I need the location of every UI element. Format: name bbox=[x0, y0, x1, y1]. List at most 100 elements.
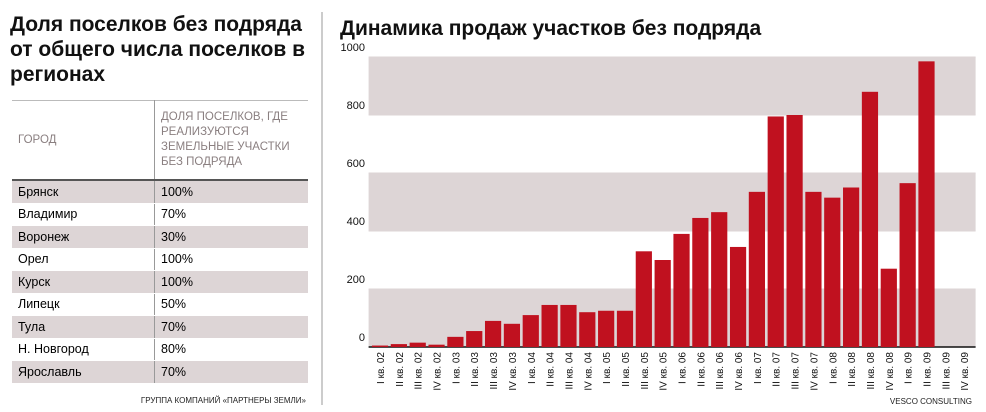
table-cell: 80% bbox=[154, 338, 308, 361]
bar bbox=[786, 115, 803, 347]
bar bbox=[390, 344, 407, 347]
table-cell: Брянск bbox=[12, 180, 155, 204]
x-tick-label: I кв. 06 bbox=[678, 352, 689, 384]
bar bbox=[616, 310, 634, 347]
x-tick-label: IV кв. 07 bbox=[809, 352, 820, 391]
x-tick-label: I кв. 07 bbox=[753, 352, 764, 384]
table-cell: 100% bbox=[154, 180, 308, 204]
bar bbox=[654, 260, 671, 347]
x-tick-label: II кв. 08 bbox=[847, 352, 858, 387]
x-tick-label: III кв. 07 bbox=[791, 352, 802, 390]
grid-band bbox=[368, 57, 976, 115]
table-cell: Курск bbox=[12, 270, 155, 294]
table-cell: 70% bbox=[154, 360, 308, 384]
x-tick-label: II кв. 07 bbox=[772, 352, 783, 387]
bar bbox=[598, 310, 615, 347]
table-row: Тула 70% bbox=[12, 315, 308, 339]
table-cell: Воронеж bbox=[12, 225, 155, 249]
table-row: Владимир 70% bbox=[12, 203, 308, 226]
bar bbox=[447, 336, 464, 347]
chart-title: Динамика продаж участков без подряда bbox=[340, 17, 761, 40]
x-tick-label: I кв. 04 bbox=[527, 352, 538, 384]
header-cell: ГОРОД bbox=[12, 100, 155, 181]
table-cell: Тула bbox=[12, 315, 155, 339]
x-tick-label: II кв. 06 bbox=[696, 352, 707, 387]
bar bbox=[805, 191, 822, 347]
x-tick-label: I кв. 05 bbox=[602, 352, 613, 384]
bar bbox=[409, 342, 426, 347]
table-cell: Н. Новгород bbox=[12, 338, 155, 361]
bar bbox=[371, 345, 389, 347]
bar bbox=[560, 304, 577, 347]
x-tick-label: I кв. 08 bbox=[828, 352, 839, 384]
x-tick-label: III кв. 06 bbox=[715, 352, 726, 390]
table-cell: Липецк bbox=[12, 293, 155, 316]
table-row: Н. Новгород 80% bbox=[12, 338, 308, 361]
bar bbox=[880, 268, 897, 347]
bar bbox=[824, 197, 841, 347]
x-tick-label: III кв. 05 bbox=[640, 352, 651, 390]
y-tick-label: 800 bbox=[347, 100, 365, 112]
x-tick-label: IV кв. 03 bbox=[508, 352, 519, 391]
table-cell: Орел bbox=[12, 248, 155, 271]
table-row: Липецк 50% bbox=[12, 293, 308, 316]
x-tick-label: IV кв. 05 bbox=[659, 352, 670, 391]
x-tick-label: II кв. 03 bbox=[470, 352, 481, 387]
table-cell: 30% bbox=[154, 225, 308, 249]
bar bbox=[522, 315, 539, 347]
x-tick-label: II кв. 02 bbox=[395, 352, 406, 387]
x-tick-label: II кв. 04 bbox=[546, 352, 557, 387]
table-source: ГРУППА КОМПАНИЙ «ПАРТНЕРЫ ЗЕМЛИ» bbox=[140, 396, 306, 405]
bar bbox=[861, 91, 879, 347]
table-row: Брянск 100% bbox=[12, 180, 308, 204]
y-tick-label: 0 bbox=[359, 332, 365, 344]
table-row: Орел 100% bbox=[12, 248, 308, 271]
bar bbox=[729, 246, 747, 347]
table-row: Ярославль 70% bbox=[12, 360, 308, 384]
x-tick-label: IV кв. 02 bbox=[433, 352, 444, 391]
bar bbox=[635, 251, 652, 347]
x-tick-label: I кв. 03 bbox=[451, 352, 462, 384]
bar bbox=[579, 312, 596, 347]
bar bbox=[748, 191, 765, 347]
x-tick-label: I кв. 09 bbox=[904, 352, 915, 384]
bar bbox=[899, 183, 916, 347]
x-tick-label: IV кв. 09 bbox=[960, 352, 971, 391]
table-row: Курск 100% bbox=[12, 270, 308, 294]
x-tick-label: III кв. 03 bbox=[489, 352, 500, 390]
grid-band bbox=[368, 173, 976, 231]
x-tick-label: IV кв. 04 bbox=[583, 352, 594, 391]
x-tick-label: I кв. 02 bbox=[376, 352, 387, 384]
bar bbox=[503, 323, 521, 347]
table-row: Воронеж 30% bbox=[12, 225, 308, 249]
bar bbox=[767, 116, 784, 347]
bar bbox=[692, 217, 709, 347]
x-tick-label: III кв. 02 bbox=[414, 352, 425, 390]
table: ГОРОД ДОЛЯ ПОСЕЛКОВ, ГДЕ РЕАЛИЗУЮТСЯ ЗЕМ… bbox=[12, 100, 308, 384]
table-cell: 100% bbox=[154, 270, 308, 294]
bar bbox=[428, 344, 445, 347]
table-cell: 70% bbox=[154, 203, 308, 226]
y-tick-label: 1000 bbox=[341, 42, 365, 54]
bar bbox=[918, 61, 935, 347]
table-cell: 70% bbox=[154, 315, 308, 339]
x-tick-label: II кв. 05 bbox=[621, 352, 632, 387]
table-title: Доля поселков без подряда от общего числ… bbox=[10, 13, 306, 86]
bar bbox=[466, 331, 483, 347]
x-tick-label: IV кв. 06 bbox=[734, 352, 745, 391]
x-tick-label: III кв. 09 bbox=[941, 352, 952, 390]
table-cell: 50% bbox=[154, 293, 308, 316]
bar bbox=[484, 320, 502, 347]
bar bbox=[673, 233, 690, 347]
x-tick-label: IV кв. 08 bbox=[885, 352, 896, 391]
x-tick-label: III кв. 04 bbox=[564, 352, 575, 390]
header-row: ГОРОД ДОЛЯ ПОСЕЛКОВ, ГДЕ РЕАЛИЗУЮТСЯ ЗЕМ… bbox=[12, 100, 308, 181]
table-cell: Ярославль bbox=[12, 360, 155, 384]
bar bbox=[843, 187, 860, 347]
x-tick-label: II кв. 09 bbox=[922, 352, 933, 387]
y-tick-label: 200 bbox=[347, 274, 365, 286]
x-tick-label: III кв. 08 bbox=[866, 352, 877, 390]
y-tick-label: 600 bbox=[347, 158, 365, 170]
